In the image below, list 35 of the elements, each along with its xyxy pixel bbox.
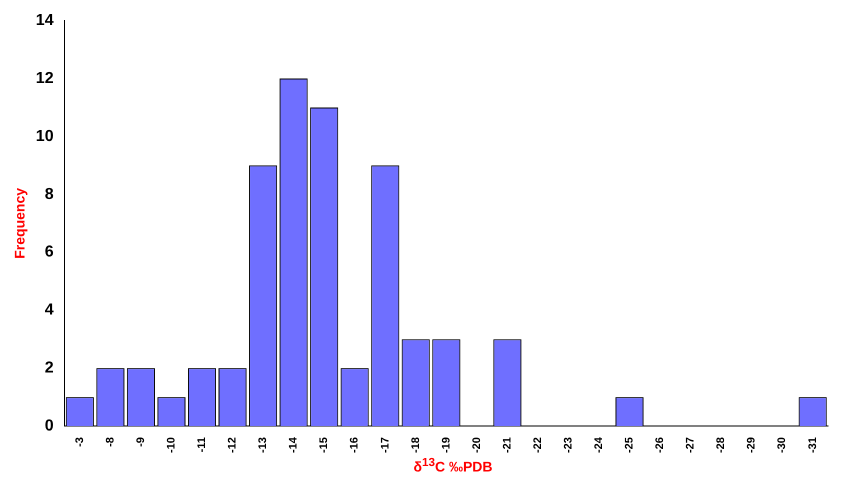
x-tick-label: -25 [624, 437, 636, 454]
x-tick-label: -13 [257, 437, 270, 454]
x-tick-label: -15 [318, 437, 330, 454]
x-tick-label: -24 [593, 436, 606, 454]
x-tick-label: -31 [806, 437, 819, 454]
y-tick-label: 14 [36, 12, 54, 30]
y-tick-label: 10 [36, 128, 54, 145]
y-tick-label: 0 [44, 418, 54, 435]
x-tick-label: -8 [104, 437, 116, 447]
x-tick-label: -21 [501, 437, 514, 454]
x-tick-label: -22 [532, 437, 544, 454]
x-tick-label: -16 [348, 437, 361, 454]
x-tick-label: -17 [379, 437, 392, 454]
x-tick-label: -28 [715, 437, 728, 454]
x-tick-label: -14 [288, 436, 300, 454]
y-tick-label: 4 [44, 302, 54, 319]
y-tick-label: 8 [44, 186, 54, 203]
y-tick-label: 12 [36, 70, 54, 87]
y-tick-label: 6 [44, 244, 54, 261]
x-tick-label: -11 [196, 437, 208, 452]
x-tick-label: -12 [226, 437, 239, 454]
x-tick-label: -27 [684, 437, 697, 454]
y-axis-title: Frequency [11, 188, 28, 259]
x-tick-label: -19 [440, 437, 452, 454]
x-axis-title: δ$^{13}$C ‰PDB [412, 456, 494, 475]
x-tick-label: -20 [470, 437, 483, 454]
x-tick-label: -9 [134, 437, 147, 447]
y-tick-label: 2 [44, 360, 54, 377]
x-tick-label: -29 [746, 437, 758, 454]
x-tick-label: -18 [410, 437, 422, 454]
x-tick-label: -3 [74, 437, 86, 447]
x-tick-label: -10 [166, 437, 178, 454]
x-tick-label: -26 [654, 437, 666, 454]
x-tick-label: -23 [562, 437, 574, 454]
x-tick-label: -30 [776, 437, 788, 454]
